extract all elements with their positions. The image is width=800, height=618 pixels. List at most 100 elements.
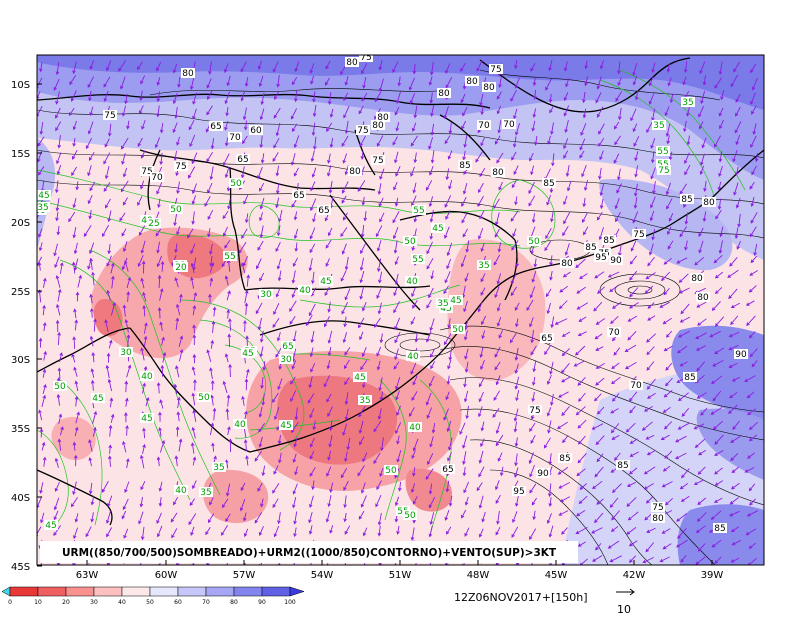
colorbar-label: 80 bbox=[230, 599, 238, 606]
wind-vector-arrow bbox=[242, 107, 247, 121]
green-contour-label: 40 bbox=[299, 286, 311, 296]
wind-vector-arrow bbox=[57, 331, 61, 346]
wind-vector-arrow bbox=[375, 494, 382, 508]
wind-vector-arrow bbox=[105, 198, 111, 209]
wind-vector-arrow bbox=[663, 345, 673, 352]
wind-vector-arrow bbox=[88, 90, 92, 102]
wind-vector-arrow bbox=[662, 543, 672, 550]
wind-vector-arrow bbox=[143, 335, 148, 347]
wind-vector-arrow bbox=[343, 105, 350, 119]
wind-vector-arrow bbox=[359, 270, 365, 284]
wind-vector-arrow bbox=[175, 303, 181, 316]
wind-vector-arrow bbox=[592, 555, 603, 562]
wind-vector-arrow bbox=[677, 422, 690, 430]
wind-vector-arrow bbox=[362, 76, 367, 89]
contour-label-bg bbox=[44, 520, 58, 530]
wind-vector-arrow bbox=[481, 330, 486, 340]
wind-vector-arrow bbox=[70, 90, 77, 102]
wind-vector-arrow bbox=[430, 270, 434, 280]
wind-vector-arrow bbox=[395, 422, 402, 435]
reference-vector-arrow-icon bbox=[616, 588, 635, 596]
wind-vector-arrow bbox=[376, 135, 384, 147]
wind-vector-arrow bbox=[192, 108, 197, 120]
wind-vector-arrow bbox=[309, 347, 314, 358]
contour-label-bg bbox=[411, 254, 425, 264]
wind-vector-arrow bbox=[480, 438, 485, 448]
black-contour-label: 80 bbox=[703, 198, 715, 208]
green-contour-label: 50 bbox=[54, 382, 66, 392]
wind-vector-arrow bbox=[750, 212, 758, 224]
colorbar-label: 100 bbox=[284, 599, 296, 606]
wind-vector-arrow bbox=[54, 457, 59, 468]
wind-vector-arrow bbox=[312, 136, 317, 150]
wind-vector-arrow bbox=[478, 495, 484, 509]
wind-vector-arrow bbox=[344, 288, 351, 301]
wind-vector-arrow bbox=[429, 436, 434, 448]
contour-label-bg bbox=[683, 372, 697, 382]
wind-vector-arrow bbox=[683, 120, 687, 133]
wind-vector-arrow bbox=[177, 396, 181, 408]
wind-vector-arrow bbox=[464, 272, 469, 283]
wind-vector-arrow bbox=[326, 360, 331, 370]
wind-vector-arrow bbox=[479, 93, 484, 107]
wind-vector-arrow bbox=[644, 285, 654, 294]
wind-vector-arrow bbox=[711, 539, 722, 548]
contour-label-bg bbox=[656, 146, 670, 156]
wind-vector-arrow bbox=[277, 378, 283, 391]
wind-vector-arrow bbox=[344, 346, 351, 356]
wind-vector-arrow bbox=[596, 453, 604, 463]
wind-vector-arrow bbox=[610, 423, 620, 434]
wind-vector-arrow bbox=[412, 496, 418, 505]
wind-vector-arrow bbox=[359, 286, 365, 300]
wind-vector-arrow bbox=[344, 120, 349, 135]
wind-vector-arrow bbox=[414, 331, 419, 343]
wind-vector-arrow bbox=[155, 228, 162, 237]
wind-vector-arrow bbox=[684, 212, 689, 225]
wind-vector-arrow bbox=[160, 260, 165, 272]
wind-vector-arrow bbox=[573, 360, 585, 367]
wind-vector-arrow bbox=[43, 350, 47, 361]
wind-vector-arrow bbox=[211, 442, 215, 452]
latitude-label: 20S bbox=[11, 218, 30, 229]
wind-vector-arrow bbox=[624, 344, 637, 352]
wind-vector-arrow bbox=[241, 395, 245, 406]
wind-vector-arrow bbox=[262, 361, 266, 371]
wind-vector-arrow bbox=[447, 437, 453, 451]
wind-vector-arrow bbox=[397, 481, 402, 492]
wind-vector-arrow bbox=[566, 180, 572, 192]
wind-vector-arrow bbox=[222, 226, 228, 237]
wind-vector-arrow bbox=[426, 241, 433, 255]
wind-vector-arrow bbox=[293, 211, 298, 221]
wind-vector-arrow bbox=[137, 61, 143, 71]
wind-vector-arrow bbox=[712, 420, 723, 430]
wind-vector-arrow bbox=[748, 331, 756, 339]
wind-vector-arrow bbox=[694, 256, 705, 266]
wind-vector-arrow bbox=[582, 108, 587, 119]
wind-vector-arrow bbox=[273, 465, 279, 475]
wind-vector-arrow bbox=[272, 392, 279, 403]
wind-vector-arrow bbox=[340, 227, 348, 237]
wind-vector-arrow bbox=[326, 466, 332, 477]
wind-vector-arrow bbox=[122, 167, 128, 178]
wind-vector-arrow bbox=[579, 273, 588, 280]
wind-vector-arrow bbox=[58, 413, 63, 424]
wind-vector-arrow bbox=[121, 228, 127, 237]
wind-vector-arrow bbox=[360, 242, 367, 255]
wind-vector-arrow bbox=[681, 408, 690, 417]
green-contour-label: 35 bbox=[359, 396, 370, 406]
wind-vector-arrow bbox=[549, 105, 555, 114]
wind-vector-arrow bbox=[258, 75, 264, 87]
wind-vector-arrow bbox=[122, 440, 127, 453]
wind-vector-arrow bbox=[714, 271, 724, 279]
wind-vector-arrow bbox=[126, 291, 131, 302]
wind-vector-arrow bbox=[697, 543, 706, 552]
wind-vector-arrow bbox=[461, 509, 467, 519]
wind-vector-arrow bbox=[448, 122, 453, 135]
contour-label-bg bbox=[279, 420, 293, 430]
wind-vector-arrow bbox=[558, 510, 569, 516]
wind-vector-arrow bbox=[55, 198, 60, 212]
wind-vector-arrow bbox=[695, 525, 706, 534]
wind-vector-arrow bbox=[92, 410, 98, 424]
wind-vector-arrow bbox=[648, 92, 655, 105]
contour-label-bg bbox=[140, 413, 154, 423]
